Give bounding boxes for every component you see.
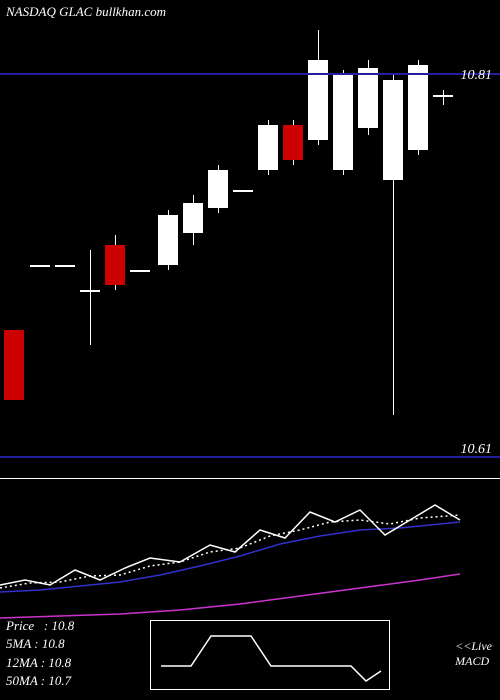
stock-chart-container: NASDAQ GLAC bullkhan.com 10.81 10.61 <<L… — [0, 0, 500, 700]
macd-label: <<Live MACD — [455, 639, 492, 670]
stat-12ma: 12MA : 10.8 — [6, 654, 74, 672]
ticker-label: GLAC — [59, 4, 92, 19]
candle — [358, 20, 378, 465]
indicator-svg — [0, 480, 500, 620]
price-line — [0, 505, 460, 585]
ma-magenta-line — [0, 574, 460, 618]
exchange-label: NASDAQ — [6, 4, 56, 19]
macd-label-line1: <<Live — [455, 639, 492, 655]
candle — [333, 20, 353, 465]
ma-dotted-line — [0, 515, 460, 588]
candle — [158, 20, 178, 465]
stat-5ma: 5MA : 10.8 — [6, 635, 74, 653]
macd-inset-box — [150, 620, 390, 690]
candle — [433, 20, 453, 465]
macd-label-line2: MACD — [455, 654, 492, 670]
candle — [308, 20, 328, 465]
candle — [408, 20, 428, 465]
candle — [183, 20, 203, 465]
source-label: bullkhan.com — [96, 4, 166, 19]
candle — [30, 20, 50, 465]
panel-divider — [0, 478, 500, 479]
candle — [105, 20, 125, 465]
ma-blue-line — [0, 522, 460, 592]
candle — [4, 20, 24, 465]
stats-box: Price : 10.8 5MA : 10.8 12MA : 10.8 50MA… — [6, 617, 74, 690]
candle — [80, 20, 100, 465]
macd-line — [161, 636, 381, 681]
macd-svg — [151, 621, 391, 691]
chart-header: NASDAQ GLAC bullkhan.com — [6, 4, 166, 20]
candlestick-area — [0, 20, 460, 465]
support-price-label: 10.61 — [461, 442, 493, 458]
stat-price: Price : 10.8 — [6, 617, 74, 635]
candle — [233, 20, 253, 465]
support-line — [0, 456, 500, 458]
candle — [208, 20, 228, 465]
candle — [130, 20, 150, 465]
indicator-panel — [0, 480, 500, 620]
candle — [55, 20, 75, 465]
stat-50ma: 50MA : 10.7 — [6, 672, 74, 690]
resistance-line — [0, 73, 500, 75]
candle — [283, 20, 303, 465]
candle — [383, 20, 403, 465]
resistance-price-label: 10.81 — [461, 68, 493, 84]
candle — [258, 20, 278, 465]
